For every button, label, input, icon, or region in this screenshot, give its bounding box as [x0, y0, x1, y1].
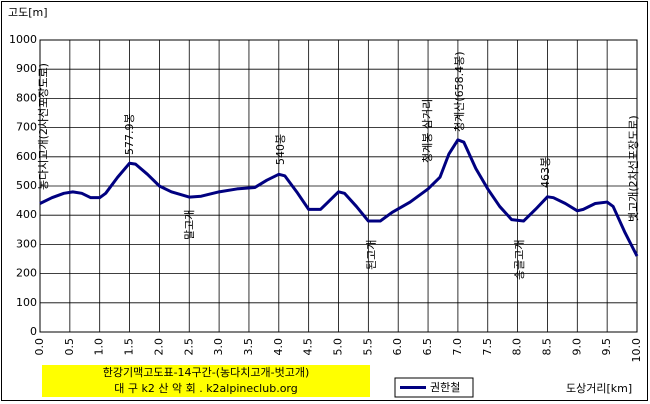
x-tick-label: 8.5 — [540, 338, 553, 356]
y-tick-label: 500 — [16, 179, 37, 192]
x-axis-label: 도상거리[km] — [566, 382, 632, 395]
x-tick-label: 7.5 — [481, 338, 494, 356]
x-tick-label: 4.0 — [272, 338, 285, 356]
x-tick-label: 4.5 — [302, 338, 315, 356]
x-tick-label: 0.0 — [33, 338, 46, 356]
x-tick-label: 5.5 — [361, 338, 374, 356]
x-tick-label: 5.0 — [332, 338, 345, 356]
y-tick-label: 100 — [16, 296, 37, 309]
y-tick-label: 800 — [16, 91, 37, 104]
y-tick-label: 700 — [16, 121, 37, 134]
annotation: 농다치고개(2차선포장도로) — [37, 63, 50, 190]
x-tick-label: 0.5 — [63, 338, 76, 356]
y-tick-label: 300 — [16, 237, 37, 250]
title-box — [42, 365, 370, 397]
annotation: 벗고개(2차선포장도로) — [627, 115, 640, 222]
y-tick-label: 400 — [16, 208, 37, 221]
y-tick-label: 900 — [16, 62, 37, 75]
x-tick-label: 9.0 — [570, 338, 583, 356]
y-tick-label: 0 — [30, 325, 37, 338]
x-tick-label: 6.5 — [421, 338, 434, 356]
title: 한강기맥고도표-14구간-(농다치고개-벗고개) — [103, 366, 310, 379]
x-tick-label: 8.0 — [511, 338, 524, 356]
x-tick-label: 10.0 — [630, 338, 643, 363]
annotation: 송골고개 — [513, 240, 526, 280]
x-tick-label: 2.5 — [182, 338, 195, 356]
annotation: 청계봉 삼거리 — [421, 99, 434, 163]
y-tick-label: 600 — [16, 150, 37, 163]
annotation: 청계산(658.4봉) — [453, 51, 466, 132]
x-tick-label: 3.5 — [242, 338, 255, 356]
x-tick-label: 2.0 — [152, 338, 165, 356]
elevation-line — [39, 138, 639, 257]
legend-label: 권한철 — [430, 381, 460, 394]
x-tick-label: 3.0 — [212, 338, 225, 356]
y-axis-label: 고도[m] — [8, 6, 48, 19]
annotation: 463봉 — [539, 157, 552, 188]
x-tick-label: 7.0 — [451, 338, 464, 356]
annotation: 말고개 — [183, 210, 196, 240]
legend — [394, 377, 474, 398]
x-tick-label: 9.5 — [600, 338, 613, 356]
y-tick-label: 1000 — [9, 33, 37, 46]
annotation: 된고개 — [365, 240, 378, 270]
x-tick-label: 6.0 — [391, 338, 404, 356]
annotation: 577.9봉 — [123, 113, 136, 155]
subtitle: 대 구 k2 산 악 회 . k2alpineclub.org — [114, 382, 297, 395]
x-tick-label: 1.0 — [93, 338, 106, 356]
plot-area — [39, 39, 638, 333]
y-tick-label: 200 — [16, 267, 37, 280]
annotation: 540봉 — [274, 134, 287, 165]
x-tick-label: 1.5 — [123, 338, 136, 356]
